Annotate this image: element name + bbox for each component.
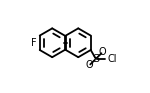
Text: Cl: Cl xyxy=(107,54,117,64)
Text: S: S xyxy=(92,54,99,64)
Text: O: O xyxy=(99,47,106,57)
Text: O: O xyxy=(85,60,93,70)
Text: F: F xyxy=(31,38,37,48)
